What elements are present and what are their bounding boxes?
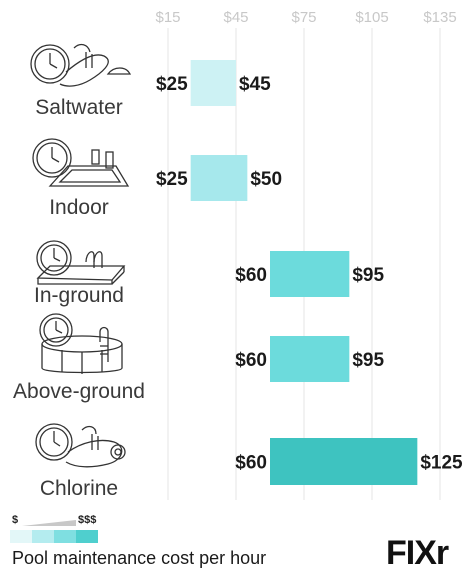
value-labels: $25 $45 $25 $50 $60 $95 $60 $95 $60 $125 [156,74,463,474]
high-value-label: $95 [352,265,384,286]
x-tick-labels: $15 $45 $75 $105 $135 [155,9,456,26]
legend-wedge [22,520,76,526]
x-tick-label: $15 [155,9,180,26]
x-tick-label: $135 [423,9,456,26]
low-value-label: $60 [235,350,267,371]
footer-caption: Pool maintenance cost per hour [12,548,266,568]
legend-low-label: $ [12,514,18,526]
low-value-label: $25 [156,169,188,190]
clock-aboveground-pool-icon [39,313,123,374]
legend-high-label: $$$ [78,514,96,526]
x-tick-label: $105 [355,9,388,26]
x-tick-label: $75 [291,9,316,26]
legend-swatch [54,530,76,543]
price-legend: $ $$$ [10,514,98,543]
range-bar [270,251,350,297]
clock-saltwater-pool-icon [30,43,132,87]
brand-logo: FIXr [386,534,449,572]
range-bar [270,336,350,382]
low-value-label: $25 [156,74,188,95]
legend-swatch [76,530,98,543]
legend-swatch [32,530,54,543]
clock-chlorine-pool-icon [35,423,126,468]
category-labels: Saltwater Indoor In-ground Above-ground Chlo… [13,96,145,500]
legend-swatches [10,530,98,543]
category-label: Above-ground [13,380,145,403]
x-tick-label: $45 [223,9,248,26]
legend-swatch [10,530,32,543]
range-bar [190,155,248,201]
high-value-label: $95 [352,350,384,371]
category-label: Indoor [49,196,109,219]
range-bar [270,438,418,485]
low-value-label: $60 [235,265,267,286]
range-bar [190,60,236,106]
clock-indoor-pool-icon [32,138,130,187]
category-label: Chlorine [40,477,118,500]
category-label: Saltwater [35,96,123,119]
category-label: In-ground [34,284,124,307]
high-value-label: $45 [239,74,271,95]
high-value-label: $125 [420,453,463,474]
low-value-label: $60 [235,453,267,474]
clock-inground-pool-icon [36,240,126,285]
range-bars [190,60,418,485]
high-value-label: $50 [250,169,282,190]
